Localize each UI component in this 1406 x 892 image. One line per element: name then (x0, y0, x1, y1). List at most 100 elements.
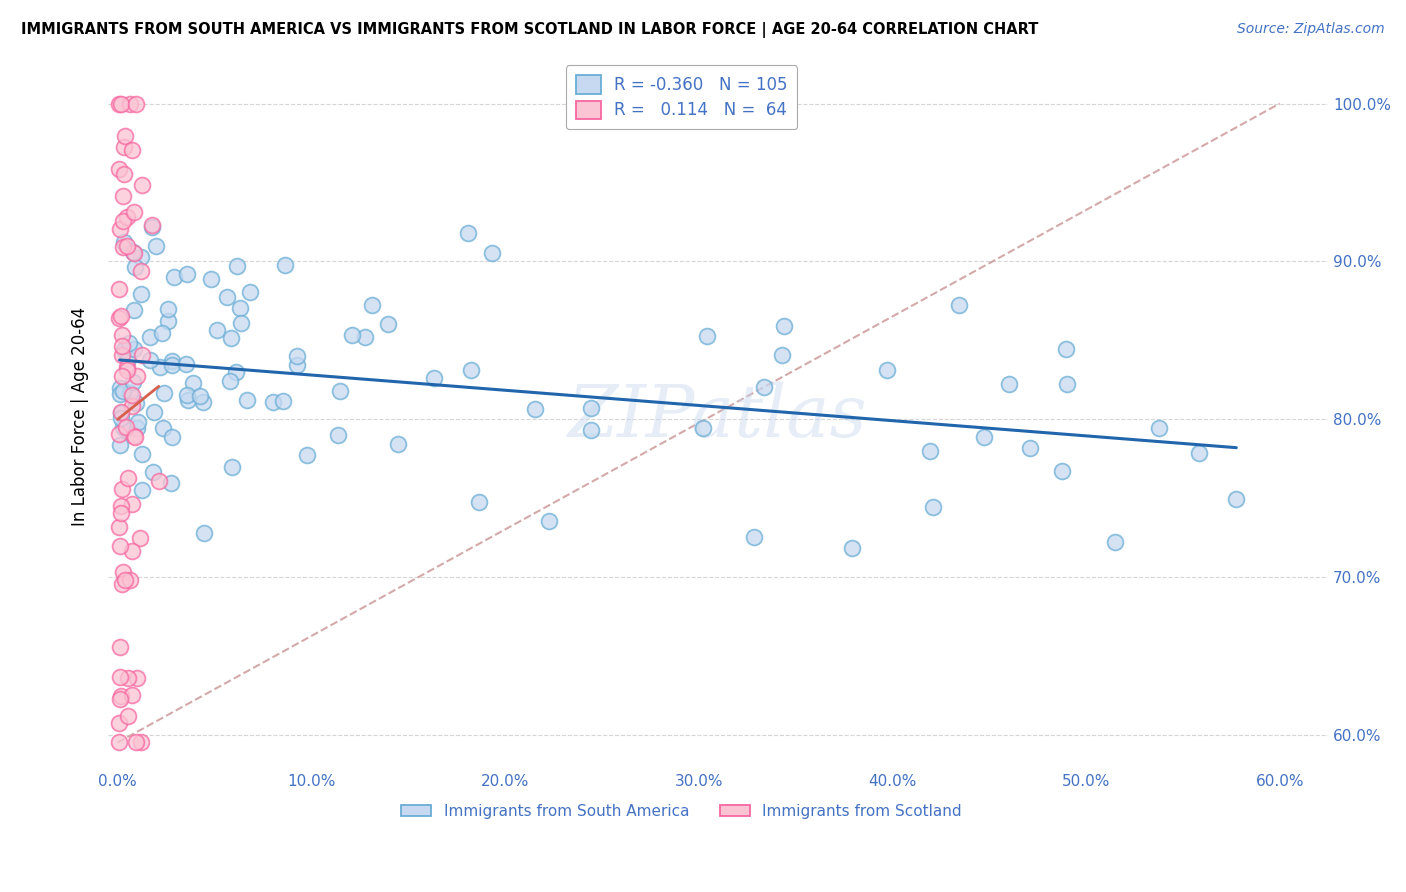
Point (125, 735, 148, 749)
Point (110, 690, 132, 704)
Point (112, 167, 135, 181)
Point (114, 573, 136, 587)
Point (207, 323, 229, 337)
Point (148, 475, 170, 489)
Point (111, 339, 134, 353)
Point (141, 219, 163, 234)
Point (221, 459, 243, 474)
Point (152, 421, 174, 435)
Point (127, 421, 149, 435)
Point (114, 343, 136, 357)
Point (160, 354, 183, 368)
Point (125, 96, 148, 111)
Point (948, 298, 970, 312)
Point (218, 374, 240, 388)
Point (110, 96, 132, 111)
Point (153, 385, 176, 400)
Point (110, 411, 132, 425)
Point (127, 368, 149, 383)
Point (121, 388, 143, 402)
Point (387, 437, 409, 451)
Point (354, 330, 377, 344)
Point (1054, 342, 1077, 356)
Point (122, 245, 145, 260)
Point (114, 128, 136, 143)
Point (190, 389, 212, 403)
Point (112, 189, 135, 203)
Point (150, 326, 173, 340)
Point (111, 348, 134, 362)
Point (696, 329, 718, 343)
Point (262, 394, 284, 409)
Point (841, 541, 863, 555)
Point (157, 301, 180, 316)
Point (481, 245, 503, 260)
Point (112, 140, 135, 154)
Point (377, 318, 399, 332)
Point (108, 386, 131, 401)
Point (107, 310, 129, 325)
Point (111, 240, 134, 254)
Legend: Immigrants from South America, Immigrants from Scotland: Immigrants from South America, Immigrant… (395, 798, 969, 825)
Point (329, 384, 352, 398)
Point (107, 520, 129, 534)
Point (537, 515, 560, 529)
Point (111, 482, 134, 496)
Point (239, 285, 262, 299)
Point (754, 380, 776, 394)
Point (107, 735, 129, 749)
Point (110, 405, 132, 419)
Point (110, 309, 132, 323)
Point (226, 259, 249, 273)
Point (108, 437, 131, 451)
Point (110, 506, 132, 520)
Point (157, 314, 180, 328)
Point (131, 178, 153, 192)
Point (121, 399, 143, 413)
Point (141, 218, 163, 232)
Point (125, 671, 148, 685)
Point (125, 396, 148, 410)
Point (770, 348, 793, 362)
Point (107, 715, 129, 730)
Point (122, 245, 145, 260)
Point (581, 424, 603, 438)
Point (112, 213, 135, 227)
Point (1188, 445, 1211, 459)
Point (177, 392, 200, 407)
Point (297, 449, 319, 463)
Point (110, 406, 132, 420)
Point (121, 143, 143, 157)
Point (360, 298, 382, 312)
Text: IMMIGRANTS FROM SOUTH AMERICA VS IMMIGRANTS FROM SCOTLAND IN LABOR FORCE | AGE 2: IMMIGRANTS FROM SOUTH AMERICA VS IMMIGRA… (21, 22, 1039, 38)
Point (285, 349, 308, 363)
Point (998, 377, 1021, 392)
Point (142, 405, 165, 419)
Point (107, 426, 129, 441)
Point (120, 385, 142, 400)
Point (129, 264, 152, 278)
Point (742, 530, 765, 544)
Point (460, 363, 482, 377)
Point (139, 330, 162, 344)
Point (131, 483, 153, 498)
Point (129, 287, 152, 301)
Point (124, 429, 146, 443)
Point (145, 239, 167, 253)
Point (110, 500, 132, 514)
Point (120, 96, 142, 111)
Point (1052, 464, 1074, 478)
Point (193, 525, 215, 540)
Point (111, 577, 134, 591)
Point (117, 471, 139, 485)
Point (121, 688, 143, 702)
Point (117, 359, 139, 374)
Point (1104, 534, 1126, 549)
Point (111, 565, 134, 579)
Point (129, 250, 152, 264)
Point (163, 269, 186, 284)
Point (468, 495, 491, 509)
Point (181, 376, 204, 391)
Point (112, 420, 135, 434)
Point (523, 402, 546, 417)
